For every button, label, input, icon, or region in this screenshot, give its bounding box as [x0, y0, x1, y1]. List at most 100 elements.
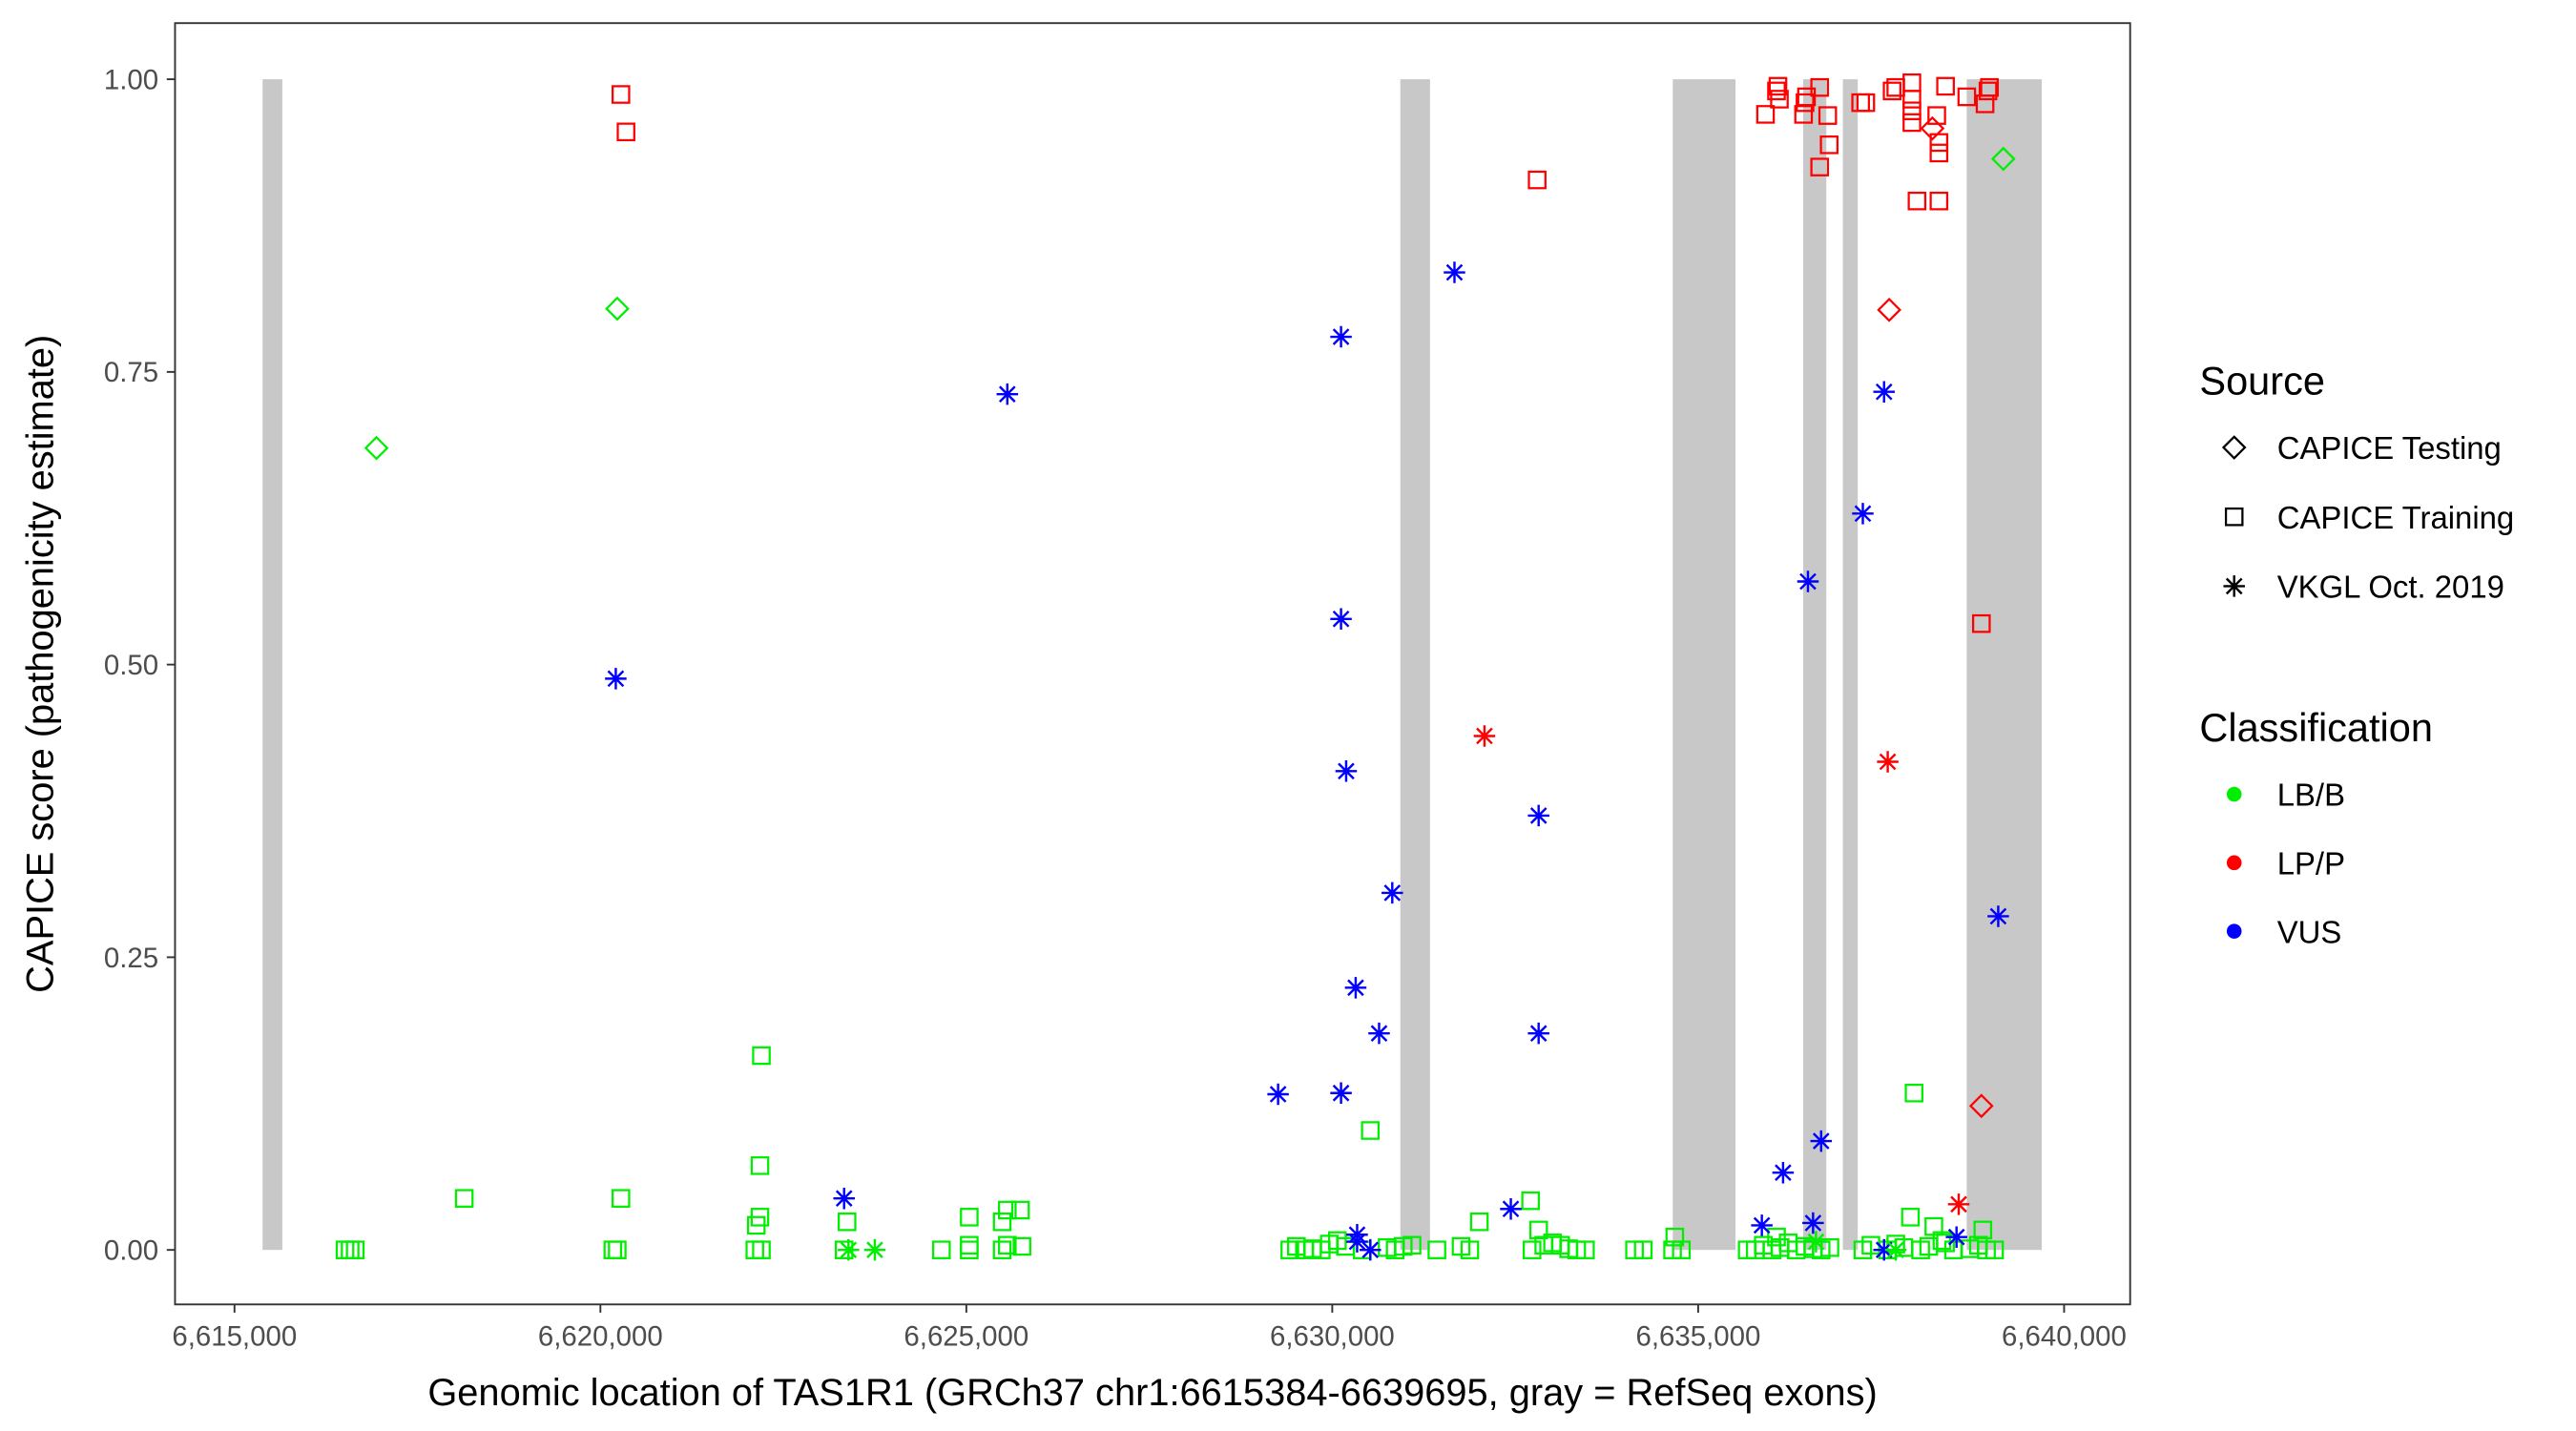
exon-bar: [1842, 79, 1859, 1251]
data-point-square: [1768, 76, 1788, 96]
data-point-asterisk: [1444, 261, 1465, 283]
y-axis-ticks: 0.00 0.25 0.50 0.75 1.00: [104, 64, 176, 1267]
data-point-square: [1672, 1240, 1692, 1259]
data-point-asterisk: [1751, 1214, 1773, 1236]
legend-source-label: VKGL Oct. 2019: [2277, 570, 2504, 605]
data-point-square: [454, 1189, 474, 1208]
data-point-asterisk: [1873, 1238, 1896, 1261]
data-point-asterisk: [1877, 751, 1899, 773]
legend-source-title: Source: [2199, 359, 2325, 404]
data-point-asterisk: [1884, 1238, 1907, 1261]
legend-dot-icon: [2226, 923, 2242, 939]
data-point-square: [992, 1240, 1012, 1259]
data-point-square: [998, 1235, 1017, 1255]
legend-key-square-icon: [2224, 507, 2244, 527]
data-point-square: [1633, 1240, 1653, 1259]
data-point-square: [960, 1240, 979, 1259]
data-point-square: [1907, 191, 1927, 211]
data-point-square: [1402, 1235, 1422, 1255]
data-point-square: [1427, 1240, 1446, 1259]
data-point-square: [1523, 1240, 1542, 1259]
data-point-diamond: [1990, 146, 2016, 172]
data-point-square: [750, 1156, 770, 1175]
data-point-asterisk: [1346, 1231, 1368, 1253]
x-tick-label: 6,625,000: [904, 1321, 1028, 1353]
x-tick-label: 6,620,000: [538, 1321, 663, 1353]
data-point-asterisk: [1381, 881, 1403, 904]
data-point-asterisk: [1335, 760, 1358, 782]
data-point-square: [1973, 1220, 1993, 1240]
data-point-asterisk: [996, 383, 1019, 405]
data-point-square: [612, 1189, 631, 1208]
data-point-square: [1984, 1240, 2005, 1259]
data-point-square: [1901, 1208, 1921, 1227]
data-point-square: [998, 1200, 1017, 1220]
data-point-diamond: [1877, 297, 1901, 322]
y-tick-label: 1.00: [104, 64, 158, 95]
data-point-square: [752, 1240, 771, 1259]
legend-classification-title: Classification: [2199, 705, 2433, 750]
data-point-asterisk: [1330, 1082, 1352, 1105]
data-point-asterisk: [1527, 804, 1549, 827]
data-point-square: [1576, 1240, 1595, 1259]
data-point-square: [1902, 90, 1922, 109]
x-tick-label: 6,635,000: [1636, 1321, 1761, 1353]
data-point-square: [1819, 135, 1839, 155]
data-point-asterisk: [1368, 1022, 1390, 1045]
data-point-square: [1469, 1212, 1489, 1232]
data-point-asterisk: [1810, 1130, 1833, 1152]
data-point-square: [1528, 1220, 1548, 1240]
y-tick-label: 0.25: [104, 943, 158, 974]
data-point-square: [345, 1240, 365, 1259]
data-point-square: [1460, 1240, 1480, 1259]
data-point-square: [1665, 1227, 1685, 1247]
x-tick-label: 6,615,000: [172, 1321, 297, 1353]
exon-bar: [262, 79, 282, 1251]
data-point-square: [1902, 101, 1922, 120]
data-point-asterisk: [1947, 1193, 1970, 1215]
data-point-asterisk: [1852, 503, 1874, 525]
data-point-asterisk: [1330, 608, 1352, 631]
data-point-square: [1797, 87, 1817, 107]
exon-bar: [1400, 79, 1430, 1251]
exon-bar: [1672, 79, 1736, 1251]
data-point-square: [1280, 1240, 1299, 1259]
exon-bars: [262, 79, 2043, 1251]
data-point-square: [1904, 1083, 1923, 1103]
data-point-square: [1527, 170, 1547, 190]
data-point-square: [608, 1240, 627, 1259]
data-point-square: [1810, 157, 1830, 176]
data-point-asterisk: [1772, 1161, 1795, 1184]
data-point-square: [616, 122, 635, 142]
data-point-square: [1856, 93, 1876, 113]
data-point-square: [1818, 106, 1838, 125]
data-point-square: [1755, 105, 1776, 124]
data-point-square: [1010, 1200, 1030, 1220]
data-point-diamond: [364, 435, 389, 461]
data-point-square: [1978, 81, 1998, 101]
data-point-asterisk: [1987, 905, 2009, 927]
x-axis-ticks: 6,615,000 6,620,000 6,625,000 6,630,000 6,63…: [172, 1304, 2127, 1353]
data-point-asterisk: [1344, 977, 1367, 999]
data-point-square: [1796, 93, 1815, 113]
data-point-square: [1927, 106, 1946, 125]
data-point-square: [992, 1212, 1012, 1232]
data-point-asterisk: [838, 1238, 860, 1261]
y-tick-label: 0.00: [104, 1235, 158, 1267]
data-point-square: [931, 1240, 951, 1259]
legend-classification-label: LB/B: [2277, 778, 2345, 813]
data-point-diamond: [1968, 1093, 1994, 1119]
data-point-square: [1810, 77, 1830, 97]
legend: Source CAPICE Testing CAPICE Training VKGL…: [2199, 359, 2514, 950]
legend-source-label: CAPICE Training: [2277, 500, 2515, 535]
data-point-square: [1521, 1191, 1541, 1211]
data-point-diamond: [605, 296, 630, 321]
data-point-asterisk: [1805, 1231, 1827, 1253]
data-point-asterisk: [1360, 1238, 1381, 1261]
data-point-asterisk: [1802, 1212, 1824, 1234]
data-point-square: [1932, 1231, 1952, 1251]
legend-classification-label: LP/P: [2277, 845, 2345, 881]
data-point-asterisk: [1797, 570, 1819, 592]
data-point-square: [1929, 191, 1949, 211]
